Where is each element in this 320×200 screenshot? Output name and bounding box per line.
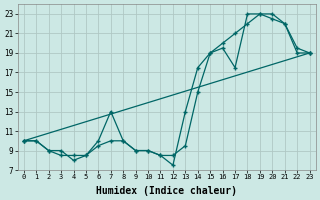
X-axis label: Humidex (Indice chaleur): Humidex (Indice chaleur)	[96, 186, 237, 196]
